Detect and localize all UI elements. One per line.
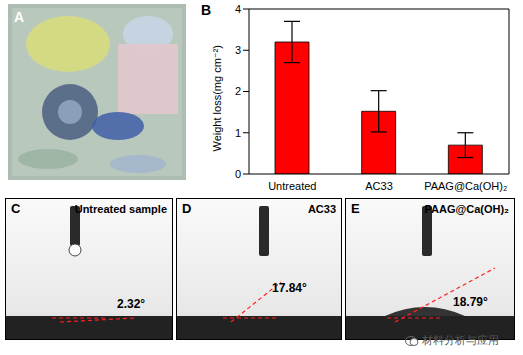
svg-text:17.84°: 17.84°: [272, 281, 307, 295]
svg-text:AC33: AC33: [308, 203, 336, 215]
svg-text:Weight loss(mg cm⁻²): Weight loss(mg cm⁻²): [211, 45, 223, 151]
svg-text:Untreated sample: Untreated sample: [75, 203, 167, 215]
svg-text:AC33: AC33: [365, 180, 393, 192]
html-text:B: B: [201, 2, 212, 18]
svg-text:2.32°: 2.32°: [117, 297, 145, 311]
svg-text:0: 0: [235, 168, 241, 180]
svg-text:1: 1: [235, 127, 241, 139]
svg-text:Untreated: Untreated: [268, 180, 316, 192]
svg-text:PAAG@Ca(OH)₂: PAAG@Ca(OH)₂: [424, 180, 507, 192]
svg-text:18.79°: 18.79°: [453, 295, 488, 309]
svg-text:C: C: [11, 201, 21, 216]
html-text:材料分析与应用: 材料分析与应用: [422, 334, 499, 346]
svg-text:A: A: [14, 9, 24, 25]
svg-text:4: 4: [235, 3, 241, 15]
svg-text:PAAG@Ca(OH)₂: PAAG@Ca(OH)₂: [425, 203, 510, 215]
svg-text:2: 2: [235, 85, 241, 97]
svg-text:E: E: [351, 201, 360, 216]
svg-text:3: 3: [235, 44, 241, 56]
svg-text:D: D: [182, 201, 191, 216]
